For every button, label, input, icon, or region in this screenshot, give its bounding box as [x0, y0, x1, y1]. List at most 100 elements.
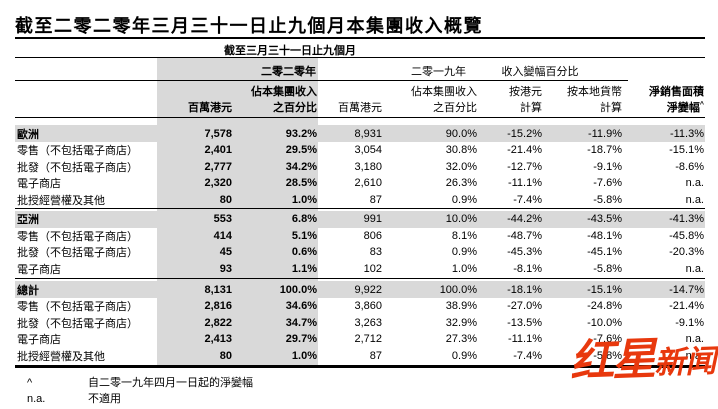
value-cell: 6.8%: [291, 213, 317, 225]
table-row: 零售（不包括電子商店） 2,401 29.5% 3,054 30.8% -21.4% -18…: [15, 142, 705, 159]
table-row: 批授經營權及其他 80 1.0% 87 0.9% -7.4% -5.8% n.a.: [15, 192, 705, 209]
row-label: 總計: [17, 284, 39, 297]
value-cell: 553: [213, 213, 232, 225]
value-cell: 27.3%: [445, 333, 477, 346]
value-cell: n.a.: [685, 262, 704, 275]
table-row: 批發（不包括電子商店） 45 0.6% 83 0.9% -45.3% -45.1% -20.3…: [15, 244, 705, 261]
value-cell: 1.0%: [291, 349, 317, 362]
value-cell: n.a.: [685, 193, 704, 206]
footnote-net-change: ^ 自二零一九年四月一日起的淨變幅: [27, 374, 253, 390]
value-cell: 34.7%: [285, 316, 317, 329]
table-row: 電子商店 93 1.1% 102 1.0% -8.1% -5.8% n.a.: [15, 261, 705, 278]
value-cell: -21.4%: [507, 144, 542, 157]
value-cell: 80: [219, 193, 232, 206]
value-cell: 0.9%: [451, 193, 477, 206]
value-cell: -45.8%: [669, 229, 704, 242]
value-cell: 2,320: [204, 177, 232, 190]
value-cell: 34.2%: [285, 160, 317, 173]
column-header-empty: [15, 84, 157, 116]
value-cell: 29.5%: [285, 144, 317, 157]
value-cell: 28.5%: [285, 177, 317, 190]
section-row: 總計 8,131 100.0% 9,922 100.0% -18.1% -15.1% -14.…: [15, 281, 705, 298]
row-label: 電子商店: [17, 334, 61, 347]
value-cell: 26.3%: [445, 177, 477, 190]
column-group-revenue-change: 收入變幅百分比: [501, 66, 579, 78]
row-label: 零售（不包括電子商店）: [17, 145, 138, 158]
table-row: 零售（不包括電子商店） 414 5.1% 806 8.1% -48.7% -48.1% -45…: [15, 228, 705, 245]
title-underline: [15, 37, 705, 39]
column-header-net-sales-area-change: 淨銷售面積 淨變幅^: [649, 86, 704, 114]
column-header-change-hkd: 按港元 計算: [509, 86, 542, 114]
value-cell: 2,413: [204, 333, 232, 346]
value-cell: 29.7%: [285, 333, 317, 346]
value-cell: -5.8%: [593, 349, 622, 362]
value-cell: 1.0%: [291, 193, 317, 206]
footnote-text: 不適用: [88, 393, 121, 405]
value-cell: 45: [219, 246, 232, 259]
row-label: 零售（不包括電子商店）: [17, 230, 138, 243]
row-label: 批發（不包括電子商店）: [17, 161, 138, 174]
red-star-news-watermark-logo: 红星 新闻: [569, 334, 717, 387]
value-cell: -15.2%: [507, 127, 542, 140]
table-body: 歐洲 7,578 93.2% 8,931 90.0% -15.2% -11.9% -11.3%…: [15, 125, 705, 364]
section-row: 歐洲 7,578 93.2% 8,931 90.0% -15.2% -11.9% -11.3%: [15, 125, 705, 142]
value-cell: 2,401: [204, 144, 232, 157]
column-header-change-local-currency: 按本地貨幣 計算: [567, 86, 622, 114]
rule-under-span-header: [15, 57, 705, 58]
table-row: 零售（不包括電子商店） 2,816 34.6% 3,860 38.9% -27.0% -24…: [15, 298, 705, 315]
column-header-2019-pct-of-revenue: 佔本集團收入 之百分比: [411, 86, 477, 114]
value-cell: n.a.: [685, 333, 704, 346]
value-cell: 38.9%: [445, 300, 477, 313]
column-header-2020-hkd-million: 百萬港元: [188, 102, 232, 114]
value-cell: 806: [363, 229, 382, 242]
value-cell: -24.8%: [587, 300, 622, 313]
value-cell: 87: [369, 349, 382, 362]
footnote-not-applicable: n.a. 不適用: [27, 390, 121, 406]
value-cell: 7,578: [204, 127, 232, 140]
table-row: 電子商店 2,320 28.5% 2,610 26.3% -11.1% -7.6% n.a.: [15, 175, 705, 192]
value-cell: 0.9%: [451, 246, 477, 259]
value-cell: -15.1%: [587, 283, 622, 296]
value-cell: -7.6%: [593, 177, 622, 190]
column-group-2019: 二零一九年: [411, 66, 466, 78]
value-cell: 1.1%: [291, 262, 317, 275]
value-cell: 8,131: [204, 283, 232, 296]
value-cell: -44.2%: [507, 213, 542, 225]
page-title: 截至二零二零年三月三十一日止九個月本集團收入概覽: [15, 16, 483, 36]
row-label: 批授經營權及其他: [17, 350, 105, 363]
row-label: 零售（不包括電子商店）: [17, 301, 138, 314]
value-cell: -15.1%: [669, 144, 704, 157]
value-cell: -5.8%: [593, 193, 622, 206]
section-divider: [15, 278, 705, 281]
watermark-text-hongxing: 红星: [569, 334, 655, 387]
footnote-marker-caret: ^: [699, 101, 704, 109]
value-cell: -7.6%: [593, 333, 622, 346]
value-cell: 1.0%: [451, 262, 477, 275]
value-cell: n.a.: [685, 349, 704, 362]
value-cell: 2,822: [204, 316, 232, 329]
section-divider: [15, 208, 705, 211]
value-cell: 414: [213, 229, 232, 242]
value-cell: 991: [363, 213, 382, 225]
row-label: 批發（不包括電子商店）: [17, 247, 138, 260]
watermark-text-xinwen: 新闻: [653, 343, 717, 381]
footnote-marker: ^: [27, 377, 33, 389]
value-cell: 2,816: [204, 300, 232, 313]
value-cell: -27.0%: [507, 300, 542, 313]
value-cell: -48.1%: [587, 229, 622, 242]
table-row: 電子商店 2,413 29.7% 2,712 27.3% -11.1% -7.6% n.a.: [15, 331, 705, 348]
value-cell: -7.4%: [513, 349, 542, 362]
column-headers-row: 百萬港元 佔本集團收入 之百分比 百萬港元 佔本集團收入 之百分比 按港元 計算 按本…: [15, 84, 705, 116]
value-cell: -18.1%: [507, 283, 542, 296]
value-cell: -11.3%: [669, 127, 704, 140]
value-cell: 10.0%: [445, 213, 477, 225]
value-cell: -13.5%: [507, 316, 542, 329]
value-cell: 3,860: [354, 300, 382, 313]
value-cell: -7.4%: [513, 193, 542, 206]
value-cell: 34.6%: [285, 300, 317, 313]
value-cell: 3,054: [354, 144, 382, 157]
value-cell: 8.1%: [451, 229, 477, 242]
value-cell: 102: [363, 262, 382, 275]
footnote-text: 自二零一九年四月一日起的淨變幅: [88, 377, 253, 389]
value-cell: 0.6%: [291, 246, 317, 259]
